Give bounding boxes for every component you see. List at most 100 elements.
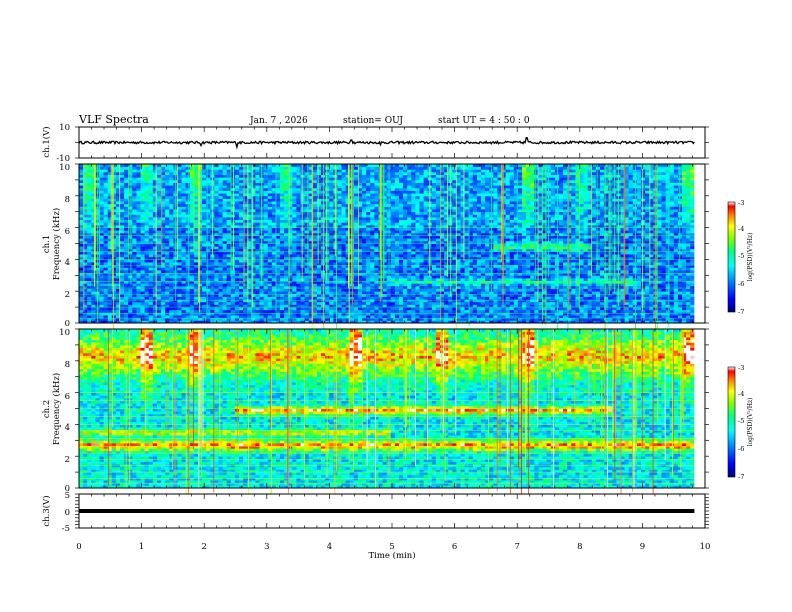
ch1-spectrogram-cell — [357, 187, 363, 191]
ch1-spectrogram-cell — [222, 320, 228, 324]
ch1-spectrogram-cell — [296, 246, 301, 250]
ch1-spectrogram-cell — [111, 256, 117, 260]
ch1-spectrogram-cell — [103, 203, 109, 207]
ch1-spectrogram-cell — [357, 227, 363, 231]
ch1-spectrogram-cell — [271, 190, 277, 194]
ch1-spectrogram-cell — [337, 169, 342, 173]
ch1-spectrogram-cell — [284, 251, 289, 255]
ch1-spectrogram-cell — [329, 164, 334, 168]
ch1-spectrogram-cell — [226, 230, 232, 234]
ch1-spectrogram-cell — [398, 309, 404, 313]
ch1-spectrogram-cell — [103, 206, 109, 210]
ch1-spectrogram-cell — [316, 267, 322, 271]
ch1-spectrogram-cell — [87, 304, 92, 308]
ch1-spectrogram-cell — [247, 169, 252, 173]
ch1-spectrogram-cell — [148, 315, 154, 319]
ch1-spectrogram-cell — [296, 230, 301, 234]
ch1-spectrogram-cell — [230, 248, 236, 252]
ch1-spectrogram-cell — [325, 171, 330, 175]
ch1-spectrogram-cell — [337, 259, 342, 263]
ch1-spectrogram-cell — [177, 206, 182, 210]
ch1-spectrogram-cell — [255, 195, 260, 199]
ch1-spectrogram-cell — [197, 224, 203, 228]
ch1-spectrogram-cell — [185, 270, 191, 274]
ch1-spectrogram-cell — [161, 291, 166, 295]
ch1-spectrogram-cell — [156, 187, 162, 191]
ch1-spectrogram-cell — [284, 312, 289, 316]
ch1-spectrogram-cell — [185, 312, 191, 316]
ch1-spectrogram-cell — [325, 230, 330, 234]
ch1-spectrogram-cell — [132, 193, 137, 197]
ch1-spectrogram-cell — [312, 179, 318, 183]
ch1-spectrogram-cell — [111, 243, 117, 247]
ch1-spectrogram-cell — [382, 248, 388, 252]
ch1-spectrogram-cell — [349, 248, 355, 252]
ch1-spectrogram-cell — [193, 198, 199, 202]
ch1-spectrogram-cell — [362, 214, 367, 218]
ch1-spectrogram-cell — [202, 201, 207, 205]
ch1-spectrogram-cell — [91, 166, 96, 170]
ch1-spectrogram-cell — [247, 315, 252, 319]
ch1-spectrogram-cell — [267, 272, 273, 276]
ch1-spectrogram-cell — [341, 296, 347, 300]
ch1-spectrogram-cell — [152, 317, 158, 321]
ch1-spectrogram-cell — [79, 187, 84, 191]
ch1-spectrogram-cell — [357, 179, 363, 183]
ch1-spectrogram-cell — [362, 272, 367, 276]
ch1-spectrogram-cell — [230, 190, 236, 194]
ch1-spectrogram-cell — [357, 254, 363, 258]
ch1-spectrogram-cell — [284, 171, 289, 175]
ch1-spectrogram-cell — [247, 214, 252, 218]
ch1-spectrogram-cell — [132, 209, 137, 213]
ch1-spectrogram-cell — [271, 182, 277, 186]
ch1-spectrogram-cell — [226, 224, 232, 228]
ch1-spectrogram-cell — [411, 293, 416, 297]
ch1-spectrogram-cell — [226, 307, 232, 311]
ch1-spectrogram-cell — [329, 254, 334, 258]
ch1-spectrogram-cell — [177, 166, 182, 170]
ch1-spectrogram-cell — [382, 185, 388, 189]
ch1-spectrogram-cell — [398, 291, 404, 295]
ch1-spectrogram-cell — [91, 315, 96, 319]
ch1-spectrogram-cell — [173, 317, 178, 321]
ch1-spectrogram-cell — [394, 182, 400, 186]
ch1-spectrogram-cell — [394, 275, 400, 279]
ch1-spectrogram-cell — [312, 169, 318, 173]
ch1-spectrogram-cell — [407, 166, 412, 170]
ch1-spectrogram-cell — [185, 317, 191, 321]
ch1-spectrogram-cell — [161, 227, 166, 231]
ch1-spectrogram-cell — [267, 209, 273, 213]
ch1-spectrogram-cell — [362, 275, 367, 279]
ch1-spectrogram-cell — [366, 182, 371, 186]
ch1-spectrogram-cell — [300, 283, 306, 287]
ch1-spectrogram-cell — [357, 259, 363, 263]
ch1-spectrogram-cell — [189, 280, 195, 284]
ch1-spectrogram-cell — [362, 211, 367, 215]
ch1-spectrogram-cell — [197, 190, 203, 194]
ch1-spectrogram-cell — [251, 182, 256, 186]
ch1-spectrogram-cell — [144, 317, 150, 321]
ch1-spectrogram-cell — [382, 317, 388, 321]
ch1-spectrogram-cell — [390, 169, 396, 173]
ch1-spectrogram-cell — [357, 222, 363, 226]
ch1-spectrogram-cell — [140, 238, 146, 242]
ch1-spectrogram-cell — [243, 312, 248, 316]
ch1-spectrogram-cell — [144, 248, 150, 252]
ch1-spectrogram-cell — [357, 251, 363, 255]
ch1-spectrogram-cell — [136, 182, 141, 186]
ch1-spectrogram-cell — [325, 283, 330, 287]
ch1-spectrogram-cell — [263, 296, 269, 300]
ch1-spectrogram-cell — [267, 270, 273, 274]
ch1-spectrogram-cell — [345, 166, 351, 170]
ch1-spectrogram-cell — [280, 214, 285, 218]
ch1-spectrogram-cell — [247, 301, 252, 305]
ch1-spectrogram-cell — [345, 232, 351, 236]
ch1-spectrogram-cell — [185, 177, 191, 181]
ch1-spectrogram-cell — [366, 235, 371, 239]
ch1-spectrogram-cell — [132, 283, 137, 287]
ch1-spectrogram-cell — [353, 232, 359, 236]
ch1-spectrogram-cell — [390, 166, 396, 170]
ch1-spectrogram-cell — [79, 285, 84, 289]
ch1-spectrogram-cell — [115, 201, 121, 205]
ch1-spectrogram-cell — [271, 224, 277, 228]
